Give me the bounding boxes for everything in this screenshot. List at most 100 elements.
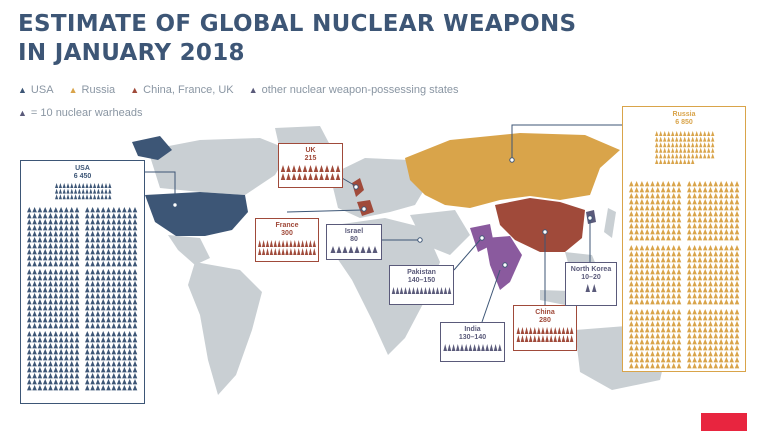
warhead-icon	[644, 351, 650, 357]
warhead-icon	[48, 311, 53, 317]
warhead-icon	[74, 287, 80, 293]
warhead-icon	[48, 213, 53, 219]
warhead-icon	[718, 235, 724, 241]
warhead-icon	[692, 181, 697, 187]
warhead-icon	[95, 385, 101, 391]
warhead-icon	[132, 373, 138, 379]
warhead-icon	[718, 251, 724, 257]
warhead-icon	[69, 249, 74, 255]
israel-label: Israel	[344, 228, 364, 235]
warhead-icon	[655, 287, 661, 293]
warhead-icon	[660, 351, 666, 357]
warhead-icon	[691, 136, 695, 142]
warhead-icon	[702, 287, 708, 293]
warhead-icon	[655, 187, 661, 193]
warhead-icon	[58, 231, 64, 237]
warhead-icon	[687, 327, 692, 333]
warhead-icon	[660, 333, 666, 339]
warhead-icon	[37, 373, 43, 379]
warhead-icon	[297, 248, 301, 255]
warhead-icon	[692, 257, 697, 263]
warhead-icon	[116, 367, 122, 373]
warhead-icon	[74, 213, 80, 219]
warhead-icon	[655, 257, 661, 263]
warhead-icon	[671, 223, 676, 229]
pakistan-label: Pakistan	[407, 269, 436, 276]
warhead-icon	[122, 243, 127, 249]
warhead-icon	[692, 205, 697, 211]
warhead-icon	[111, 311, 117, 317]
warhead-icon	[708, 281, 713, 287]
warhead-icon	[111, 293, 117, 299]
warhead-icon	[100, 261, 106, 267]
warhead-icon	[724, 351, 729, 357]
warhead-icon	[702, 309, 708, 315]
warhead-icon	[27, 311, 32, 317]
warhead-icon	[671, 293, 676, 299]
warhead-icon	[111, 249, 117, 255]
israel-warheads	[330, 246, 378, 253]
warhead-icon	[683, 147, 687, 153]
warhead-icon	[111, 213, 117, 219]
warhead-icon	[671, 345, 676, 351]
warhead-icon	[116, 385, 122, 391]
warhead-icon	[302, 173, 308, 180]
warhead-icon	[639, 275, 645, 281]
warhead-icon	[132, 261, 138, 267]
warhead-icon	[37, 255, 43, 261]
warhead-icon	[122, 349, 127, 355]
warhead-icon	[37, 385, 43, 391]
warhead-icon	[69, 293, 74, 299]
warhead-icon	[629, 217, 634, 223]
warhead-icon	[687, 257, 692, 263]
warhead-icon	[655, 299, 661, 305]
warhead-icon	[127, 261, 132, 267]
warhead-icon	[629, 357, 634, 363]
warhead-icon	[666, 187, 671, 193]
warhead-icon	[724, 287, 729, 293]
warhead-icon	[644, 363, 650, 369]
warhead-icon	[724, 235, 729, 241]
warhead-icon	[58, 361, 64, 367]
warhead-icon	[650, 223, 655, 229]
warhead-icon	[481, 344, 485, 351]
warhead-icon	[106, 231, 111, 237]
warhead-icon	[132, 237, 138, 243]
warhead-icon	[687, 199, 692, 205]
usa-value: 6 450	[73, 173, 92, 180]
warhead-icon	[713, 223, 719, 229]
warhead-icon	[58, 183, 62, 188]
warhead-icon	[697, 257, 703, 263]
warhead-icon	[58, 385, 64, 391]
warhead-icon	[27, 207, 32, 213]
warhead-icon	[127, 323, 132, 329]
warhead-icon	[629, 281, 634, 287]
warhead-icon	[557, 327, 562, 334]
warhead-icon	[711, 147, 715, 153]
warhead-icon	[485, 344, 490, 351]
warhead-icon	[58, 323, 64, 329]
warhead-icon	[659, 136, 663, 142]
warhead-icon	[48, 373, 53, 379]
warhead-icon	[69, 373, 74, 379]
warhead-icon	[702, 217, 708, 223]
warhead-icon	[644, 181, 650, 187]
warhead-icon	[676, 357, 682, 363]
warhead-icon	[629, 181, 634, 187]
warhead-icon	[291, 173, 297, 180]
warhead-icon	[634, 269, 639, 275]
warhead-icon	[639, 339, 645, 345]
warhead-icon	[634, 257, 639, 263]
warhead-icon	[122, 305, 127, 311]
warhead-icon	[100, 299, 106, 305]
warhead-icon	[708, 315, 713, 321]
warhead-icon	[90, 225, 95, 231]
warhead-icon	[32, 349, 37, 355]
warhead-icon	[58, 317, 64, 323]
warhead-icon	[644, 223, 650, 229]
warhead-icon	[687, 211, 692, 217]
warhead-icon	[702, 269, 708, 275]
warhead-icon	[655, 321, 661, 327]
warhead-icon	[671, 131, 675, 136]
warhead-icon	[702, 327, 708, 333]
